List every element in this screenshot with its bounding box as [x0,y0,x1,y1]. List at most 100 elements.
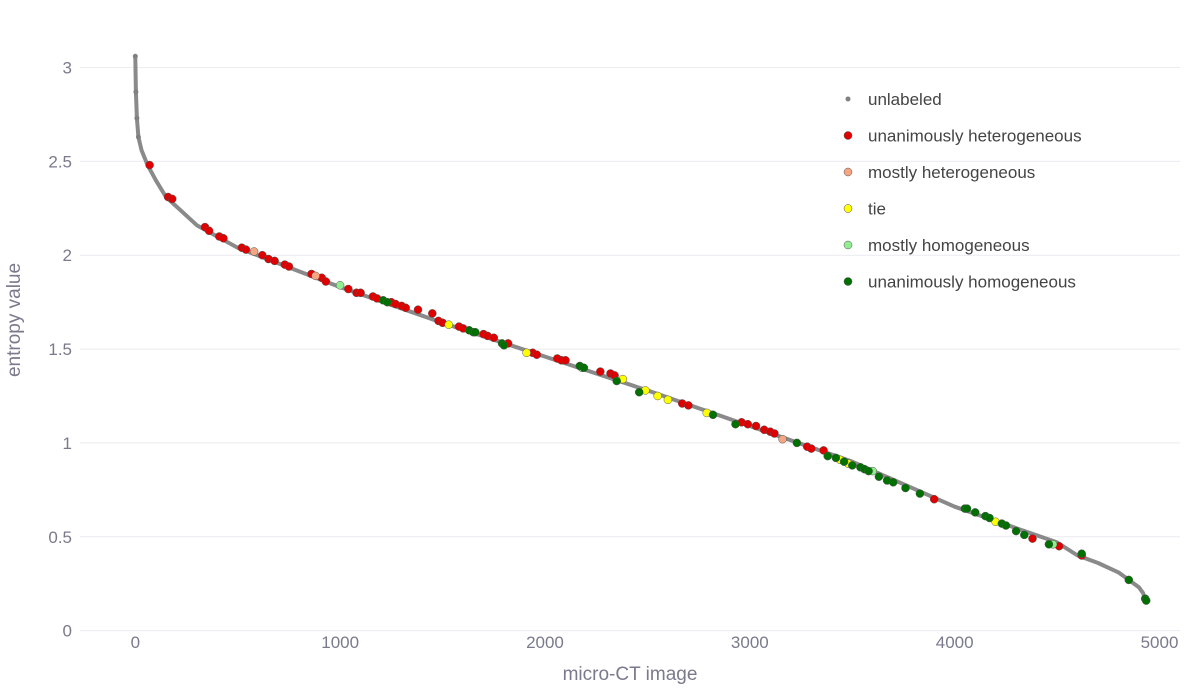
point-unanimously-homogeneous [612,376,621,386]
legend-marker [845,96,851,102]
point-unanimously-heterogeneous [270,256,279,266]
point-mostly-homogeneous [335,281,345,290]
point-unanimously-heterogeneous [596,367,605,376]
legend[interactable]: unlabeled unanimously heterogeneous mostly… [843,90,1082,292]
x-tick-label: 4000 [936,633,974,652]
point-unlabeled [135,134,141,140]
point-unanimously-homogeneous [915,489,925,498]
point-unanimously-heterogeneous [819,446,828,455]
point-mostly-heterogeneous [249,247,259,256]
legend-label: mostly homogeneous [868,236,1030,255]
point-unanimously-homogeneous [985,513,994,523]
point-unanimously-heterogeneous [1028,534,1037,543]
y-tick-label: 3 [63,59,72,78]
y-tick-label: 1.5 [48,340,72,359]
y-tick-label: 2.5 [48,152,72,171]
point-unanimously-heterogeneous [167,194,177,204]
gridlines [80,67,1180,632]
legend-label: mostly heterogeneous [868,163,1035,182]
point-unanimously-heterogeneous [743,419,753,429]
x-axis-title: micro-CT image [563,664,698,685]
point-tie [653,391,662,401]
legend-item[interactable]: unanimously heterogeneous [843,127,1082,146]
point-unanimously-heterogeneous [284,262,294,271]
point-unanimously-heterogeneous [413,305,423,314]
point-unanimously-heterogeneous [241,245,251,254]
point-unanimously-homogeneous [1124,575,1134,585]
x-tick-label: 3000 [731,633,769,652]
point-unanimously-homogeneous [1011,526,1021,536]
legend-marker [843,167,853,177]
data-points [132,53,1151,605]
point-unanimously-homogeneous [1141,596,1151,605]
legend-marker [843,131,853,140]
point-unanimously-heterogeneous [428,309,437,318]
legend-item[interactable]: unlabeled [845,90,942,109]
point-unanimously-homogeneous [874,472,884,481]
point-unanimously-heterogeneous [532,350,542,359]
point-unanimously-heterogeneous [401,303,410,313]
y-tick-label: 2 [63,246,72,265]
y-tick-label: 1 [63,434,72,453]
legend-items: unlabeled unanimously heterogeneous mostly… [843,90,1082,292]
legend-marker [843,277,853,286]
point-unanimously-homogeneous [962,504,972,513]
point-unlabeled [132,53,138,59]
point-unanimously-heterogeneous [751,421,761,431]
point-unanimously-homogeneous [579,363,589,373]
point-unlabeled [134,115,140,121]
legend-label: unlabeled [868,90,942,109]
point-unanimously-homogeneous [634,387,644,397]
point-unanimously-homogeneous [383,297,392,307]
x-tick-label: 1000 [321,633,359,652]
point-tie [522,348,531,358]
point-mostly-heterogeneous [311,271,320,281]
point-unanimously-homogeneous [731,419,740,429]
y-axis-ticks: 0 0.5 1 1.5 2 2.5 3 [48,59,72,641]
legend-item[interactable]: mostly homogeneous [843,236,1030,255]
legend-label: unanimously heterogeneous [868,127,1082,146]
legend-item[interactable]: mostly heterogeneous [843,163,1035,182]
legend-item[interactable]: unanimously homogeneous [843,273,1076,292]
point-unanimously-heterogeneous [321,277,331,286]
legend-item[interactable]: tie [843,200,886,219]
point-unanimously-homogeneous [831,453,841,463]
point-unanimously-heterogeneous [684,401,693,410]
y-axis-title: entropy value [4,263,25,377]
point-tie [663,395,673,405]
point-unanimously-heterogeneous [489,333,499,343]
x-tick-label: 5000 [1141,633,1179,652]
point-unanimously-homogeneous [864,466,873,476]
point-unanimously-heterogeneous [258,250,267,260]
point-unanimously-heterogeneous [204,226,214,236]
point-unanimously-homogeneous [1020,530,1029,540]
point-unanimously-heterogeneous [344,284,353,294]
legend-label: tie [868,200,886,219]
point-unlabeled [133,89,139,95]
legend-marker [843,240,853,250]
point-mostly-heterogeneous [778,434,787,444]
point-unanimously-homogeneous [848,461,857,470]
point-unanimously-heterogeneous [807,444,816,453]
point-unanimously-heterogeneous [219,234,228,243]
point-unanimously-homogeneous [708,410,718,420]
point-tie [444,320,453,329]
point-unanimously-heterogeneous [770,429,779,438]
point-unanimously-homogeneous [970,508,980,517]
x-tick-label: 2000 [526,633,564,652]
x-axis-ticks: 0 1000 2000 3000 4000 5000 [131,633,1179,652]
point-unanimously-homogeneous [1001,521,1011,530]
point-unanimously-homogeneous [1044,540,1054,549]
point-unanimously-homogeneous [471,327,480,337]
x-tick-label: 0 [131,633,140,652]
point-unanimously-homogeneous [839,457,849,466]
point-unanimously-heterogeneous [929,494,939,504]
point-unanimously-homogeneous [888,478,898,487]
point-unanimously-heterogeneous [356,288,365,298]
point-unanimously-homogeneous [901,483,910,493]
point-unanimously-homogeneous [499,341,509,350]
point-unanimously-homogeneous [792,438,802,448]
point-unanimously-heterogeneous [561,356,570,365]
point-unanimously-homogeneous [823,451,832,461]
